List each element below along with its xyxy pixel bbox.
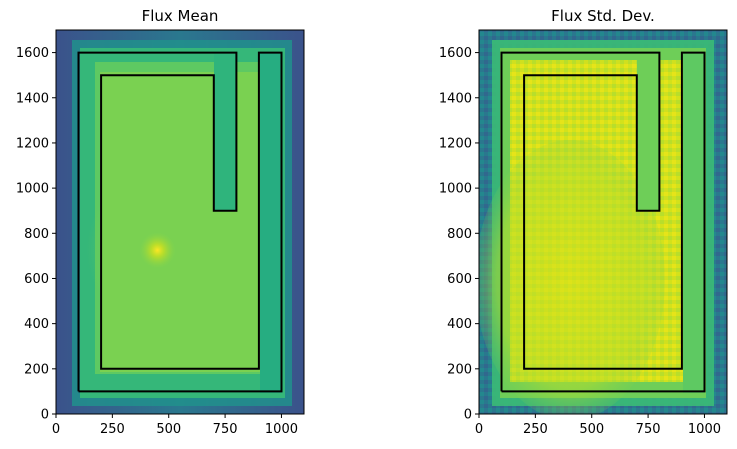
y-tick-label: 1600	[439, 46, 472, 61]
x-tick-label: 0	[475, 422, 483, 437]
flux-std-plot-frame	[478, 29, 728, 415]
flux-mean-heatmap	[56, 30, 304, 414]
flux-std-boundary-outline	[500, 51, 706, 393]
y-tick-label: 200	[24, 362, 49, 377]
x-tick-label: 1000	[688, 422, 721, 437]
flux-mean-title: Flux Mean	[142, 7, 219, 25]
flux-std-title: Flux Std. Dev.	[551, 7, 655, 25]
y-tick-label: 0	[464, 408, 472, 423]
flux-mean-boundary-outline	[77, 51, 283, 393]
y-tick-label: 0	[41, 408, 49, 423]
flux-mean-hotspot	[139, 232, 176, 269]
flux-mean-plot-frame	[55, 29, 305, 415]
x-tick-label: 750	[213, 422, 238, 437]
y-tick-label: 600	[447, 272, 472, 287]
y-tick-label: 1400	[439, 91, 472, 106]
y-tick-label: 1200	[439, 136, 472, 151]
y-tick-label: 800	[24, 227, 49, 242]
y-tick-label: 400	[24, 317, 49, 332]
flux-std-axes: Flux Std. Dev. 0 250 500 750 1000 0 200 400 600…	[439, 7, 728, 437]
y-tick-label: 800	[447, 227, 472, 242]
y-tick-label: 200	[447, 362, 472, 377]
y-tick-label: 1600	[16, 46, 49, 61]
x-tick-label: 250	[100, 422, 125, 437]
y-tick-label: 600	[24, 272, 49, 287]
x-tick-label: 500	[156, 422, 181, 437]
flux-mean-axes: Flux Mean 0 250 500 750 1000 0 200 400 600 800 10…	[16, 7, 305, 437]
flux-std-heatmap	[479, 30, 727, 414]
y-tick-label: 1000	[439, 182, 472, 197]
x-tick-label: 0	[52, 422, 60, 437]
x-tick-label: 250	[523, 422, 548, 437]
x-tick-label: 750	[636, 422, 661, 437]
x-tick-label: 1000	[265, 422, 298, 437]
y-tick-label: 400	[447, 317, 472, 332]
x-tick-label: 500	[579, 422, 604, 437]
y-tick-label: 1000	[16, 182, 49, 197]
y-tick-label: 1400	[16, 91, 49, 106]
y-tick-label: 1200	[16, 136, 49, 151]
